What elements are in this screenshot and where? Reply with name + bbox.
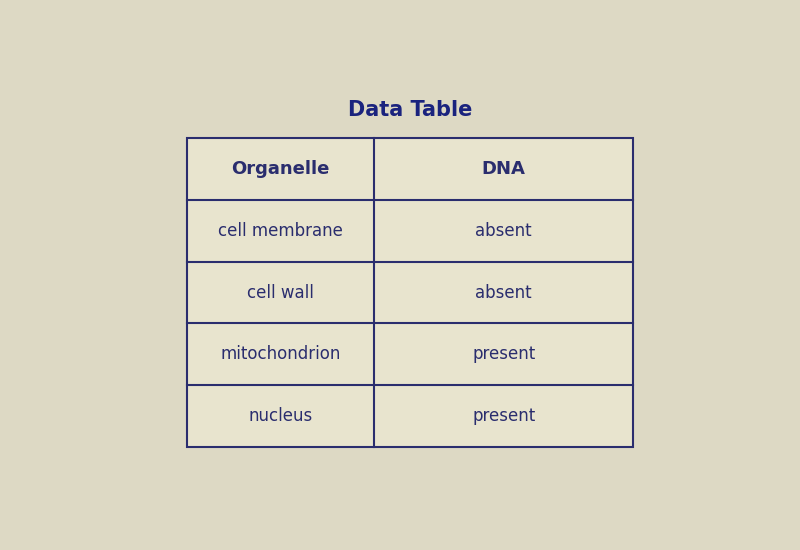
Text: absent: absent xyxy=(475,222,532,240)
Text: mitochondrion: mitochondrion xyxy=(220,345,341,364)
Text: Organelle: Organelle xyxy=(231,160,330,178)
Bar xyxy=(187,138,634,447)
Text: present: present xyxy=(472,345,535,364)
Text: cell wall: cell wall xyxy=(247,284,314,301)
Text: cell membrane: cell membrane xyxy=(218,222,343,240)
Text: present: present xyxy=(472,407,535,425)
Text: Data Table: Data Table xyxy=(348,101,472,120)
Text: absent: absent xyxy=(475,284,532,301)
Text: DNA: DNA xyxy=(482,160,526,178)
Text: nucleus: nucleus xyxy=(249,407,313,425)
